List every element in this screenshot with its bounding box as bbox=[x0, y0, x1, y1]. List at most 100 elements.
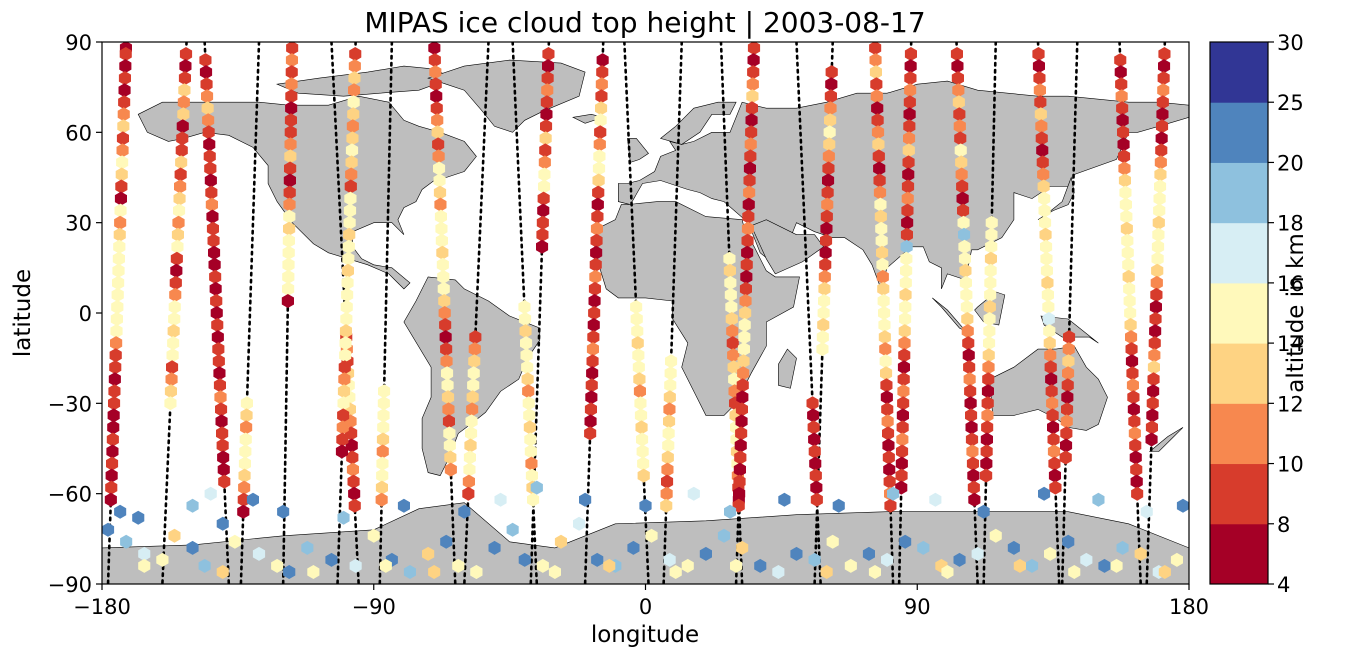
x-tick-label: −180 bbox=[73, 595, 131, 619]
cloud-top-point bbox=[589, 257, 602, 272]
cloud-top-point bbox=[1092, 492, 1105, 507]
cloud-top-point bbox=[217, 450, 230, 465]
cloud-top-point bbox=[1126, 378, 1139, 393]
cloud-top-point bbox=[1149, 312, 1162, 326]
cloud-top-point bbox=[825, 65, 838, 80]
cloud-top-point bbox=[901, 215, 914, 230]
x-axis-label: longitude bbox=[591, 622, 699, 648]
cloud-top-point bbox=[340, 312, 353, 326]
cloud-top-point bbox=[637, 468, 650, 483]
cloud-top-point bbox=[1060, 414, 1073, 429]
cloud-top-point bbox=[1118, 161, 1131, 176]
cloud-top-point bbox=[348, 83, 361, 98]
cloud-top-point bbox=[284, 149, 297, 164]
cloud-top-point bbox=[422, 546, 435, 561]
cloud-top-point bbox=[820, 221, 833, 236]
cloud-top-point bbox=[440, 354, 453, 369]
cloud-top-point bbox=[980, 444, 993, 459]
cloud-top-point bbox=[726, 336, 739, 351]
cloud-top-point bbox=[1126, 366, 1139, 381]
cloud-top-point bbox=[176, 119, 189, 134]
cloud-top-point bbox=[523, 420, 536, 435]
cloud-top-point bbox=[343, 215, 356, 230]
colorbar-tick-label: 25 bbox=[1277, 91, 1304, 115]
cloud-top-point bbox=[443, 438, 456, 453]
cloud-top-point bbox=[727, 348, 740, 363]
cloud-top-point bbox=[960, 287, 973, 302]
cloud-top-point bbox=[663, 402, 676, 417]
cloud-top-point bbox=[210, 306, 223, 320]
cloud-top-point bbox=[110, 336, 123, 351]
cloud-top-point bbox=[1044, 360, 1057, 375]
cloud-top-point bbox=[462, 486, 475, 501]
cloud-top-point bbox=[662, 438, 675, 453]
cloud-top-point bbox=[538, 155, 551, 170]
cloud-top-point bbox=[541, 83, 554, 98]
cloud-top-point bbox=[594, 125, 607, 140]
cloud-top-point bbox=[818, 294, 831, 308]
cloud-top-point bbox=[377, 396, 390, 411]
landmass-north-america bbox=[137, 95, 477, 290]
cloud-top-point bbox=[896, 432, 909, 447]
orbit-track bbox=[719, 42, 744, 584]
cloud-top-point bbox=[862, 546, 875, 561]
landmass-madagascar bbox=[778, 348, 797, 389]
cloud-top-point bbox=[1061, 378, 1074, 393]
cloud-top-point bbox=[1151, 263, 1164, 278]
cloud-top-point bbox=[518, 300, 531, 314]
cloud-top-point bbox=[951, 71, 964, 86]
cloud-top-point bbox=[1038, 486, 1051, 501]
cloud-top-point bbox=[525, 456, 538, 471]
cloud-top-point bbox=[283, 565, 296, 579]
cloud-top-point bbox=[1063, 330, 1076, 345]
cloud-top-point bbox=[112, 251, 125, 266]
cloud-top-point bbox=[823, 137, 836, 152]
cloud-top-point bbox=[1049, 480, 1062, 495]
cloud-top-point bbox=[540, 119, 553, 134]
cloud-top-point bbox=[341, 263, 354, 278]
cloud-top-point bbox=[965, 420, 978, 435]
cloud-top-point bbox=[282, 257, 295, 272]
cloud-top-point bbox=[1115, 77, 1128, 92]
cloud-top-point bbox=[111, 300, 124, 314]
cloud-top-point bbox=[983, 300, 996, 314]
cloud-top-point bbox=[540, 95, 553, 110]
cloud-top-point bbox=[1043, 336, 1056, 351]
cloud-top-point bbox=[444, 450, 457, 465]
y-axis-label: latitude bbox=[10, 269, 36, 357]
y-tick-label: 90 bbox=[65, 31, 92, 55]
cloud-top-point bbox=[376, 444, 389, 459]
cloud-top-point bbox=[592, 185, 605, 200]
cloud-top-point bbox=[518, 312, 532, 326]
cloud-top-point bbox=[346, 450, 359, 465]
cloud-top-point bbox=[1060, 426, 1073, 441]
cloud-top-point bbox=[168, 312, 181, 326]
cloud-top-point bbox=[901, 203, 914, 218]
cloud-top-point bbox=[1151, 239, 1165, 254]
cloud-top-point bbox=[663, 552, 676, 567]
cloud-top-point bbox=[118, 95, 131, 110]
cloud-top-point bbox=[347, 107, 360, 122]
cloud-top-point bbox=[590, 245, 603, 260]
cloud-top-point bbox=[1040, 263, 1053, 278]
cloud-top-point bbox=[341, 275, 354, 290]
cloud-top-point bbox=[348, 71, 361, 86]
cloud-top-point bbox=[344, 179, 357, 194]
y-tick-label: −30 bbox=[48, 392, 92, 416]
cloud-top-point bbox=[282, 281, 295, 296]
cloud-top-point bbox=[377, 420, 390, 435]
cloud-top-point bbox=[902, 143, 915, 158]
cloud-top-point bbox=[107, 420, 120, 435]
cloud-top-point bbox=[734, 438, 747, 453]
cloud-top-point bbox=[1061, 390, 1074, 405]
cloud-top-point bbox=[594, 113, 607, 128]
cloud-top-point bbox=[339, 348, 352, 363]
cloud-top-point bbox=[212, 342, 225, 357]
cloud-top-point bbox=[283, 173, 296, 188]
cloud-top-point bbox=[467, 378, 480, 393]
cloud-top-point bbox=[1121, 233, 1134, 248]
cloud-top-point bbox=[733, 462, 746, 477]
cloud-top-point bbox=[904, 47, 917, 61]
cloud-top-point bbox=[592, 173, 605, 188]
cloud-top-point bbox=[747, 53, 760, 68]
